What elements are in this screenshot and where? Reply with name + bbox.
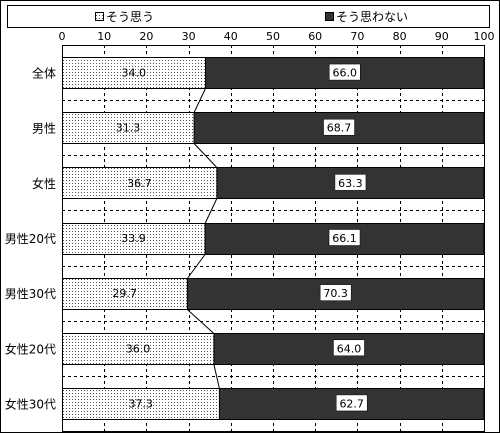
x-tick-label: 100 [474, 30, 495, 43]
data-label-so-omou: 29.7 [112, 287, 137, 300]
data-label-box [328, 63, 361, 81]
data-label-so-omou: 36.0 [126, 342, 151, 355]
series-lines [186, 88, 220, 389]
data-label-so-omowanai: 64.0 [337, 342, 362, 355]
data-label-box [333, 339, 365, 357]
series-line [186, 254, 206, 279]
series-line [193, 88, 206, 113]
data-label-bg [118, 64, 149, 80]
x-tick-label: 40 [224, 30, 238, 43]
category-label: 女性20代 [5, 341, 56, 356]
legend-label-so-omowanai: そう思わない [336, 10, 408, 24]
legend-box [7, 5, 490, 28]
data-label-bg [118, 230, 149, 245]
data-label-bg [122, 340, 153, 356]
category-label: 男性20代 [5, 232, 56, 246]
x-tick-label: 70 [350, 30, 364, 43]
series-line [213, 364, 220, 389]
x-axis-tick-labels: 0 10 20 30 40 50 60 70 80 90 100 [59, 30, 495, 43]
x-tick-label: 50 [266, 30, 280, 43]
x-tick-label: 90 [435, 30, 449, 43]
category-label: 女性 [32, 176, 56, 191]
data-label-box [335, 394, 368, 412]
data-label-so-omowanai: 66.0 [332, 67, 357, 80]
data-label-bg [124, 174, 155, 190]
data-label-box [328, 229, 361, 246]
series-line [193, 143, 218, 168]
legend-label-so-omou: そう思う [106, 10, 154, 24]
data-label-box [319, 284, 352, 301]
category-label: 全体 [32, 66, 56, 81]
data-label-so-omou: 31.3 [116, 122, 141, 135]
bars: 34.0 66.0 31.3 68.7 36.7 63.3 33.9 66.1 29.7 70.3… [62, 57, 485, 420]
data-label-bg [113, 119, 144, 135]
data-label-so-omowanai: 63.3 [338, 177, 363, 190]
category-label: 男性30代 [5, 287, 56, 301]
data-label-so-omou: 37.3 [128, 397, 153, 410]
x-tick-label: 80 [393, 30, 407, 43]
bar-so-omowanai [193, 112, 485, 144]
legend: そう思う そう思わない [7, 5, 490, 28]
category-label: 女性30代 [5, 396, 56, 411]
data-label-so-omou: 33.9 [121, 232, 146, 245]
plot-area [62, 45, 485, 432]
x-tick-label: 10 [97, 30, 111, 43]
data-label-so-omowanai: 66.1 [332, 232, 357, 245]
series-line [204, 198, 218, 224]
category-label: 男性 [32, 122, 56, 136]
x-tick-label: 20 [139, 30, 153, 43]
legend-swatch-so-omowanai [325, 12, 334, 21]
data-label-so-omou: 36.7 [127, 177, 152, 190]
data-label-so-omowanai: 70.3 [323, 287, 348, 300]
bar-so-omou [62, 57, 207, 89]
bar-so-omou [62, 333, 215, 365]
data-label-so-omou: 34.0 [121, 67, 146, 80]
x-tick-label: 60 [308, 30, 322, 43]
data-label-so-omowanai: 68.7 [327, 122, 352, 135]
data-label-bg [109, 285, 140, 301]
data-label-so-omowanai: 62.7 [339, 397, 364, 410]
data-label-box [323, 118, 355, 136]
x-tick-label: 30 [182, 30, 196, 43]
series-line [186, 309, 215, 334]
data-label-bg [125, 395, 156, 411]
data-label-box [334, 174, 367, 191]
x-tick-label: 0 [59, 30, 66, 43]
legend-swatch-so-omou [95, 12, 104, 21]
